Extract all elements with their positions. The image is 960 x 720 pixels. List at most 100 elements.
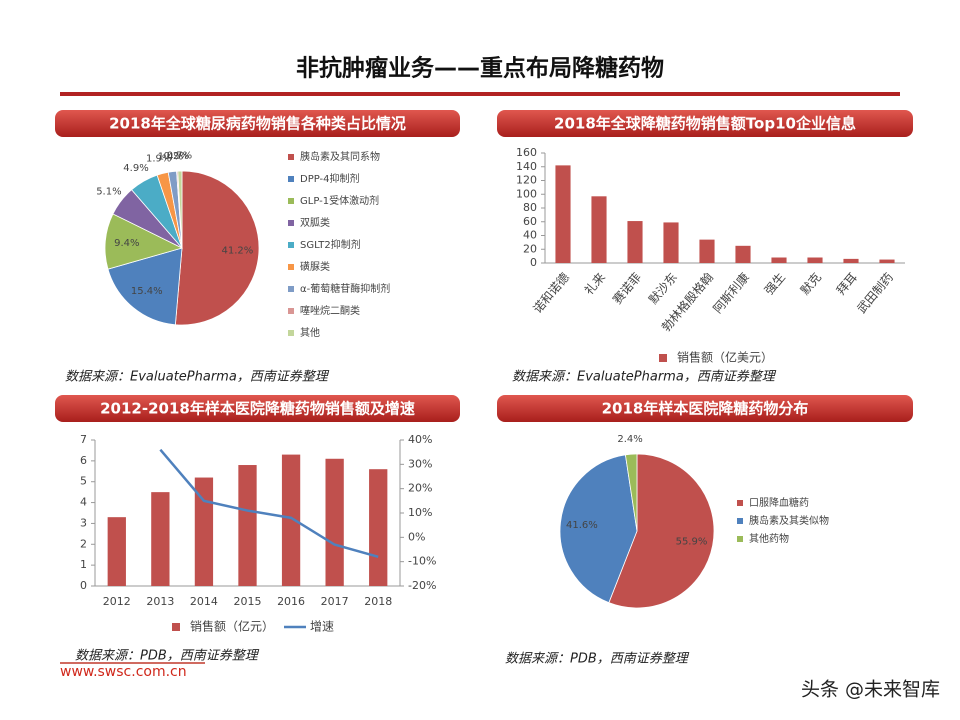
- legend-label: 胰岛素及其类似物: [749, 514, 829, 527]
- legend-swatch: [288, 154, 294, 160]
- bar: [627, 221, 643, 263]
- value-label: 2.4%: [617, 434, 642, 445]
- pie-slice: [559, 454, 638, 604]
- bar: [107, 517, 126, 586]
- x-tick-label: 阿斯利康: [710, 270, 752, 316]
- legend-label: 销售额（亿元）: [190, 619, 274, 634]
- legend-swatch: [737, 518, 743, 524]
- legend-label: DPP-4抑制剂: [300, 172, 360, 185]
- y-tick-label: 160: [516, 146, 537, 159]
- bar: [879, 259, 895, 263]
- x-tick-label: 2014: [190, 595, 218, 608]
- title-rule: [60, 92, 900, 96]
- bar: [591, 196, 607, 263]
- pie-slice: [624, 453, 638, 532]
- pie-slice: [107, 247, 183, 326]
- panel-header: [497, 395, 913, 422]
- panel-header: [497, 110, 913, 137]
- y2-tick-label: 40%: [408, 433, 432, 446]
- legend-swatch: [288, 264, 294, 270]
- bar: [555, 165, 571, 263]
- bar: [843, 258, 859, 263]
- y2-tick-label: 30%: [408, 457, 432, 470]
- bar: [151, 492, 170, 586]
- value-label: 41.2%: [221, 245, 253, 256]
- legend-label: 销售额（亿美元）: [677, 350, 773, 365]
- x-tick-label: 2017: [321, 595, 349, 608]
- legend-label: 口服降血糖药: [749, 496, 809, 509]
- legend-label: 噻唑烷二酮类: [300, 304, 360, 317]
- value-label: 9.4%: [114, 238, 139, 249]
- source-note: 数据来源：EvaluatePharma，西南证券整理: [65, 370, 330, 385]
- legend-label: GLP-1受体激动剂: [300, 194, 379, 207]
- footer-url: www.swsc.com.cn: [60, 664, 187, 680]
- pie-slice: [174, 170, 260, 326]
- y-tick-label: 140: [516, 160, 537, 173]
- panel-title: 2012-2018年样本医院降糖药物销售额及增速: [100, 400, 415, 418]
- value-label: 41.6%: [566, 520, 598, 531]
- legend-swatch: [288, 176, 294, 182]
- legend-label: 其他药物: [749, 532, 789, 545]
- x-tick-label: 2016: [277, 595, 305, 608]
- bar: [663, 222, 679, 263]
- source-note: 数据来源：PDB，西南证券整理: [75, 649, 260, 664]
- source-note: 数据来源：PDB，西南证券整理: [505, 652, 690, 667]
- watermark: 头条 @未来智库: [801, 679, 940, 701]
- legend-label: α-葡萄糖苷酶抑制剂: [300, 282, 390, 295]
- y-tick-label: 20: [523, 242, 537, 255]
- y-tick-label: 60: [523, 215, 537, 228]
- value-label: 5.1%: [96, 186, 121, 197]
- legend-label: 磺脲类: [300, 260, 330, 273]
- x-tick-label: 诺和诺德: [530, 270, 572, 316]
- value-label: 1.4%: [158, 151, 183, 162]
- legend-swatch: [288, 198, 294, 204]
- legend-label: SGLT2抑制剂: [300, 238, 361, 251]
- x-tick-label: 强生: [762, 270, 788, 297]
- panel-header: [55, 110, 460, 137]
- value-label: 1.9%: [146, 154, 171, 165]
- bar: [325, 458, 344, 586]
- y-tick-label: 40: [523, 229, 537, 242]
- y-tick-label: 100: [516, 187, 537, 200]
- x-tick-label: 礼来: [581, 270, 608, 298]
- legend-label: 胰岛素及其同系物: [300, 150, 380, 163]
- legend-swatch: [737, 500, 743, 506]
- x-tick-label: 2012: [103, 595, 131, 608]
- y-tick-label: 4: [80, 496, 87, 509]
- bar: [281, 454, 301, 586]
- y-tick-label: 7: [80, 433, 87, 446]
- y2-tick-label: -20%: [408, 579, 436, 592]
- value-label: 0.2%: [164, 151, 189, 162]
- bar: [238, 465, 257, 586]
- legend-swatch: [288, 330, 294, 336]
- panel-header: [55, 395, 460, 422]
- legend-swatch: [288, 286, 294, 292]
- y-tick-label: 6: [80, 454, 87, 467]
- panel-title: 2018年全球降糖药物销售额Top10企业信息: [554, 115, 856, 133]
- pie-slice: [177, 170, 183, 249]
- y-tick-label: 3: [80, 516, 87, 529]
- x-tick-label: 2018: [364, 595, 392, 608]
- slide-title: 非抗肿瘤业务——重点布局降糖药物: [296, 55, 664, 82]
- panel-title: 2018年样本医院降糖药物分布: [602, 400, 809, 418]
- x-tick-label: 默沙东: [645, 270, 680, 307]
- x-tick-label: 2013: [146, 595, 174, 608]
- y2-tick-label: -10%: [408, 555, 436, 568]
- y-tick-label: 1: [80, 558, 87, 571]
- legend-swatch: [288, 220, 294, 226]
- y-tick-label: 5: [80, 475, 87, 488]
- bar: [194, 477, 214, 586]
- legend-label: 其他: [300, 326, 320, 339]
- y-tick-label: 120: [516, 174, 537, 187]
- legend-label: 增速: [310, 620, 334, 634]
- x-tick-label: 拜耳: [834, 270, 860, 297]
- x-tick-label: 武田制药: [854, 270, 896, 316]
- legend-swatch: [737, 536, 743, 542]
- panel-title: 2018年全球糖尿病药物销售各种类占比情况: [109, 115, 406, 133]
- y2-tick-label: 20%: [408, 482, 432, 495]
- value-label: 15.4%: [131, 286, 163, 297]
- value-label: 0.7%: [167, 151, 192, 162]
- y-tick-label: 2: [80, 537, 87, 550]
- x-tick-label: 默克: [797, 270, 824, 298]
